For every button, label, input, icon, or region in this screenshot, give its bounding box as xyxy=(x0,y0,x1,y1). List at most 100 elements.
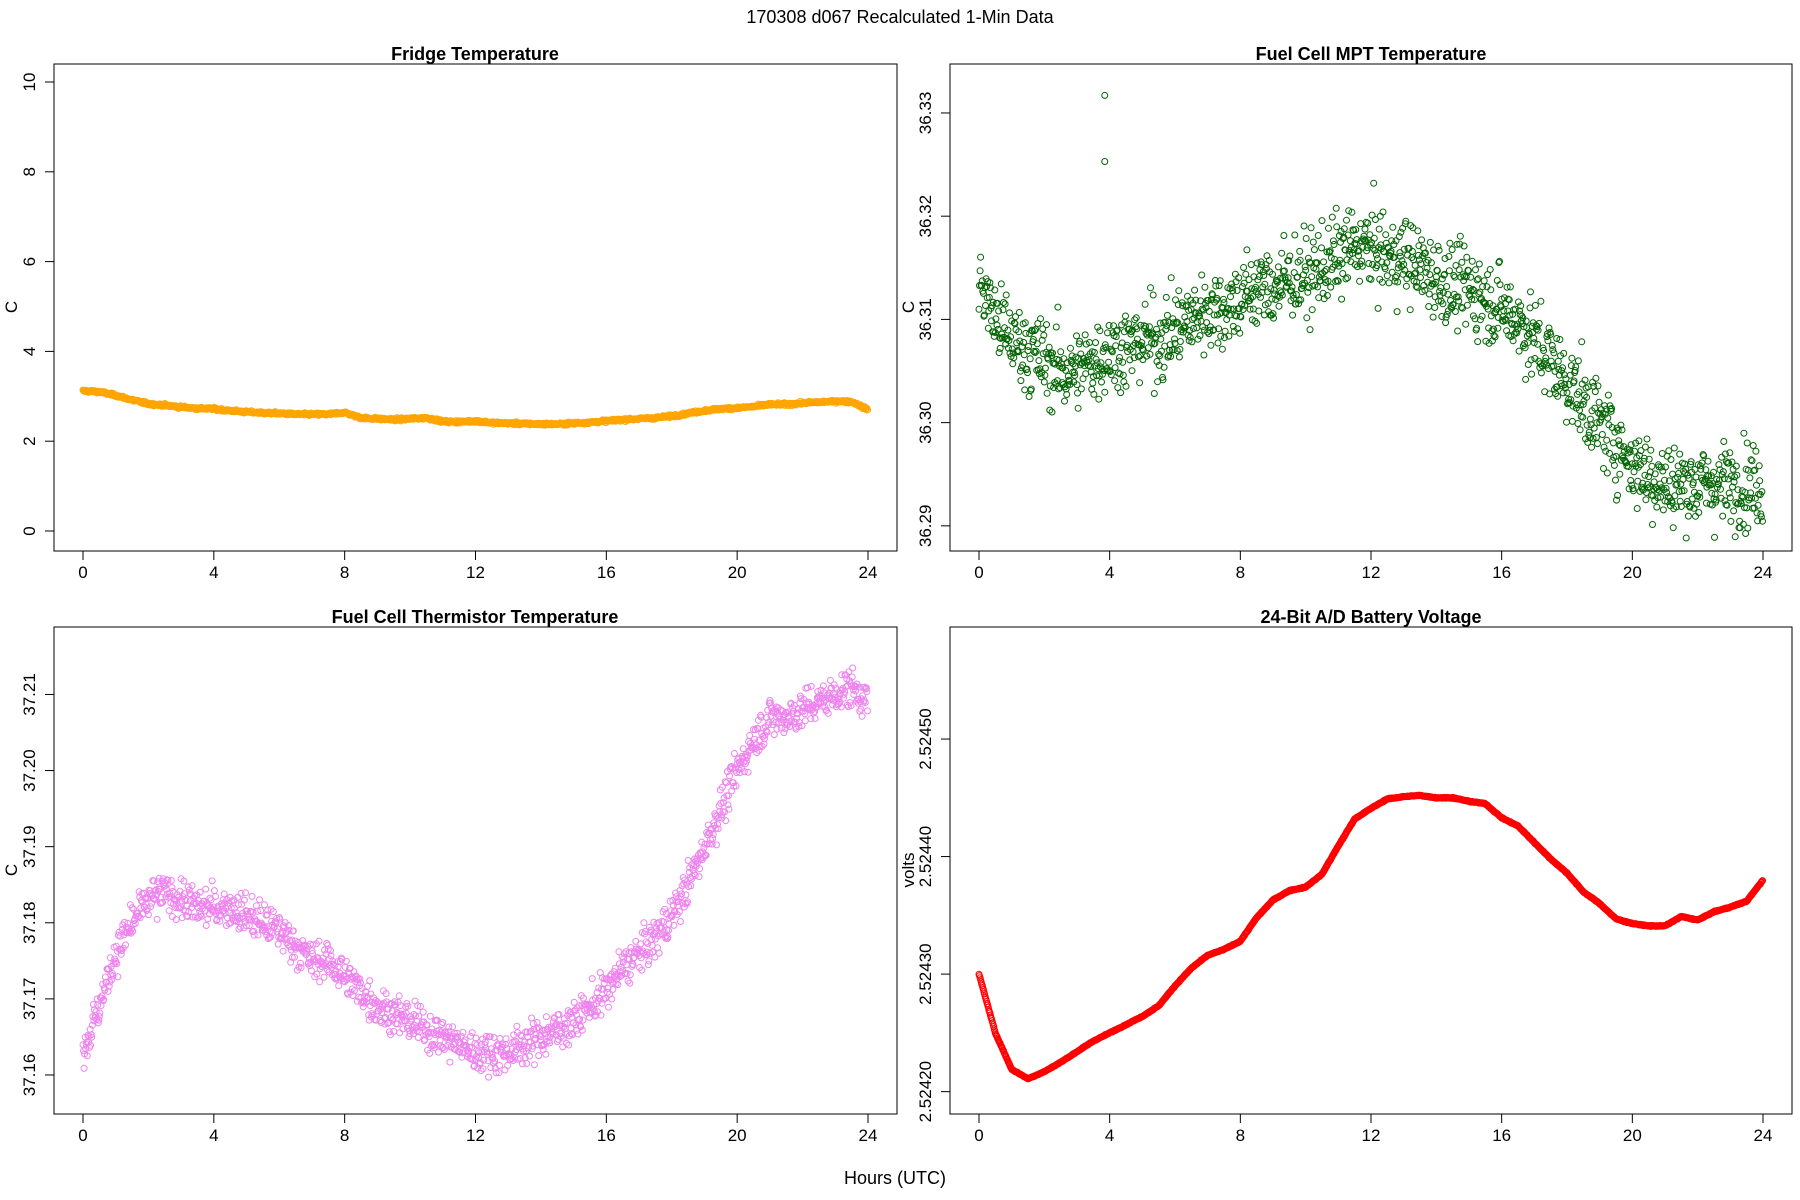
data-point xyxy=(1253,259,1261,267)
data-point xyxy=(88,1033,96,1041)
data-point xyxy=(542,1013,550,1021)
data-point xyxy=(1076,337,1084,345)
data-point xyxy=(426,1049,434,1057)
data-point xyxy=(1751,466,1759,474)
data-point xyxy=(196,888,204,896)
data-point xyxy=(1527,356,1535,364)
data-point xyxy=(131,919,139,927)
data-point xyxy=(1375,225,1383,233)
data-point xyxy=(1179,302,1187,310)
figure-xlabel: Hours (UTC) xyxy=(844,1168,946,1188)
data-point xyxy=(1083,358,1091,366)
data-point xyxy=(1684,512,1692,520)
data-point xyxy=(1145,323,1153,331)
data-point xyxy=(1460,242,1468,250)
x-tick-label: 0 xyxy=(78,1126,87,1145)
data-point xyxy=(1227,305,1235,313)
data-point xyxy=(1323,248,1331,256)
data-point xyxy=(1111,377,1119,385)
y-tick-label: 0 xyxy=(20,526,39,535)
data-point xyxy=(1653,503,1661,511)
data-point xyxy=(1589,434,1597,442)
data-point xyxy=(104,987,112,995)
data-point xyxy=(986,279,994,287)
y-tick-label: 36.32 xyxy=(916,195,935,238)
data-point xyxy=(1551,367,1559,375)
data-point xyxy=(1576,406,1583,414)
data-point xyxy=(329,957,337,965)
data-point xyxy=(1157,335,1165,343)
data-point xyxy=(335,982,343,990)
data-point xyxy=(1455,266,1463,274)
data-point xyxy=(412,1012,419,1020)
data-point xyxy=(98,992,106,1000)
data-point xyxy=(291,937,299,945)
data-point xyxy=(1224,305,1232,312)
data-point xyxy=(1505,296,1513,304)
data-point xyxy=(603,988,611,996)
data-point xyxy=(486,1049,494,1057)
data-point xyxy=(384,1019,392,1027)
y-tick-label: 2.52450 xyxy=(916,708,935,769)
data-point xyxy=(1162,326,1170,334)
data-point xyxy=(1750,467,1758,475)
data-point xyxy=(1190,325,1197,332)
data-point xyxy=(117,950,125,958)
data-point xyxy=(1206,326,1214,334)
data-point xyxy=(1600,443,1608,451)
data-point xyxy=(285,922,292,929)
data-point xyxy=(976,267,984,275)
data-point xyxy=(129,927,137,935)
data-point xyxy=(1191,286,1199,294)
data-point xyxy=(488,1050,496,1058)
data-point xyxy=(1289,311,1297,319)
data-point xyxy=(92,1008,100,1016)
data-point xyxy=(1644,481,1652,488)
data-point xyxy=(1674,462,1682,470)
data-point xyxy=(1064,381,1072,389)
data-point xyxy=(1757,513,1765,521)
data-point xyxy=(1054,303,1062,311)
data-point xyxy=(1578,338,1586,346)
data-point xyxy=(1105,322,1113,329)
data-point xyxy=(677,918,684,925)
data-point xyxy=(1368,211,1376,219)
data-point xyxy=(1338,260,1346,268)
data-point xyxy=(1700,452,1708,460)
data-point xyxy=(1301,263,1309,271)
data-point xyxy=(261,923,269,931)
data-point xyxy=(1269,270,1276,278)
data-point xyxy=(1422,268,1430,276)
data-point xyxy=(1583,393,1591,401)
data-point xyxy=(348,985,356,993)
data-point xyxy=(1215,282,1223,290)
data-point xyxy=(338,955,346,963)
data-point xyxy=(1324,277,1332,285)
data-point xyxy=(1321,267,1329,275)
data-point xyxy=(1098,378,1105,386)
data-point xyxy=(1413,283,1421,291)
data-point xyxy=(83,1052,91,1060)
data-point xyxy=(320,973,328,981)
data-point xyxy=(1014,348,1022,356)
data-point xyxy=(419,1008,427,1016)
data-point xyxy=(1432,278,1440,286)
data-point xyxy=(492,1069,500,1077)
data-point xyxy=(369,1011,377,1019)
data-point xyxy=(978,277,986,285)
data-point xyxy=(1383,259,1391,267)
data-point xyxy=(1087,368,1095,376)
data-point xyxy=(1015,328,1023,336)
data-point xyxy=(1037,373,1045,381)
data-point xyxy=(1221,327,1229,335)
data-point xyxy=(1105,358,1113,366)
data-point xyxy=(1563,418,1570,426)
data-point xyxy=(555,1010,563,1018)
data-point xyxy=(864,406,871,414)
data-point xyxy=(1308,273,1316,281)
data-point xyxy=(1386,253,1394,260)
data-point xyxy=(1112,333,1120,341)
data-point xyxy=(533,1019,541,1026)
data-point xyxy=(237,889,245,897)
data-point xyxy=(1572,363,1580,371)
